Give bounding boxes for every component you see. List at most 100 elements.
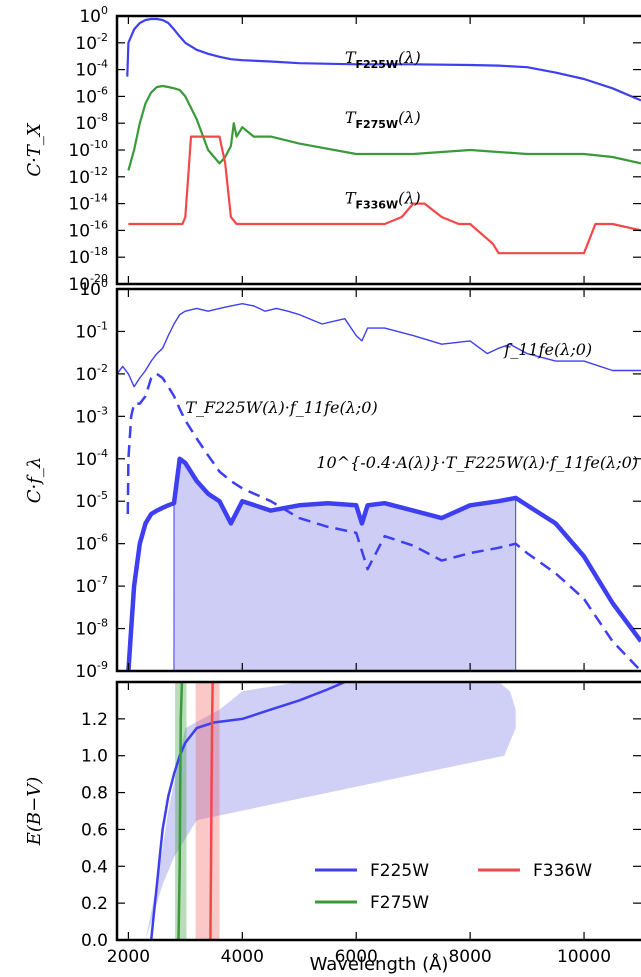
- tick-exponent: -2: [97, 362, 108, 375]
- tick-base: 10: [75, 450, 97, 470]
- tick-exponent: -8: [97, 111, 108, 124]
- tick-exponent: -10: [90, 138, 108, 151]
- axes-frame: [115, 287, 641, 673]
- tick-base: 10: [68, 195, 90, 215]
- y-tick-label: 1.2: [81, 710, 108, 730]
- tick-exponent: -20: [90, 272, 108, 285]
- legend: F225W F275W F336W: [315, 861, 592, 913]
- tick-base: 10: [79, 7, 101, 27]
- x-tick-label: 6000: [335, 947, 378, 967]
- annotation-main: T: [345, 189, 357, 208]
- tick-base: 10: [68, 141, 90, 161]
- tick-base: 10: [75, 61, 97, 81]
- series-f336w-band: [195, 682, 220, 940]
- x-axis-label: Wavelength (Å): [310, 953, 449, 975]
- plot-area: [126, 17, 641, 255]
- annotation-main: T: [345, 108, 357, 127]
- tick-base: 10: [75, 620, 97, 640]
- tick-base: 10: [75, 662, 97, 682]
- axes-frame: [115, 680, 641, 942]
- y-tick-label: 10-6: [75, 532, 108, 555]
- y-tick-label: 100: [79, 277, 108, 300]
- annotation-label: 10^{-0.4·A(λ)}·T_F225W(λ)·f_11fe(λ;0): [316, 453, 638, 472]
- y-tick-label: 10-3: [75, 404, 108, 427]
- panel-ebv: 0.0 0.2 0.4 0.6 0.8 1.0 1.2 2000 4000 6000 8000 100…: [24, 680, 641, 975]
- tick-base: 10: [75, 492, 97, 512]
- tick-base: 10: [75, 407, 97, 427]
- y-tick-label: 0.4: [81, 857, 108, 877]
- series-f225w-line: [149, 682, 346, 940]
- annotation-subscript: F336W: [355, 199, 398, 212]
- tick-exponent: -8: [97, 617, 108, 630]
- tick-exponent: -16: [90, 218, 108, 231]
- y-tick-label: 10-4: [75, 447, 108, 470]
- series-dashed-line: [126, 372, 641, 671]
- tick-exponent: -14: [90, 192, 108, 205]
- tick-base: 10: [75, 322, 97, 342]
- annotation-label: TF225W(λ): [345, 48, 421, 71]
- annotation-subscript: F225W: [355, 58, 398, 71]
- y-tick-label: 100: [79, 4, 108, 27]
- tick-exponent: -18: [90, 245, 108, 258]
- annotation-tail: (λ): [398, 108, 421, 127]
- y-axis-label: C·f_λ: [24, 457, 45, 504]
- tick-base: 10: [68, 275, 90, 295]
- y-tick-label: 10-14: [68, 192, 108, 215]
- tick-base: 10: [79, 280, 101, 300]
- annotation-main: T: [345, 48, 357, 67]
- tick-base: 10: [75, 114, 97, 134]
- series-thin-line: [117, 303, 641, 388]
- tick-base: 10: [75, 535, 97, 555]
- x-tick-label: 8000: [448, 947, 491, 967]
- annotation-tail: (λ): [398, 48, 421, 67]
- y-tick-label: 0.8: [81, 784, 108, 804]
- tick-exponent: -6: [97, 84, 108, 97]
- plot-area: [117, 303, 641, 671]
- tick-exponent: -4: [97, 58, 108, 71]
- tick-exponent: -4: [97, 447, 108, 460]
- tick-base: 10: [68, 248, 90, 268]
- series-f336w-line: [209, 682, 214, 940]
- integrated-flux-region: [173, 457, 517, 671]
- legend-label: F225W: [370, 861, 429, 881]
- legend-item: F336W: [478, 861, 592, 881]
- y-tick-label: 10-9: [75, 659, 108, 682]
- panel-flux: 10010-110-210-310-410-510-610-710-810-9C…: [24, 277, 641, 682]
- y-tick-label: 10-20: [68, 272, 108, 295]
- tick-base: 10: [75, 577, 97, 597]
- y-tick-label: 0.2: [81, 894, 108, 914]
- y-axis-label: C·T_X: [24, 122, 45, 177]
- series-f225w-band: [145, 682, 516, 940]
- y-tick-label: 10-4: [75, 58, 108, 81]
- y-tick-label: 10-18: [68, 245, 108, 268]
- legend-item: F275W: [315, 893, 429, 913]
- y-tick-label: 10-16: [68, 218, 108, 241]
- x-tick-label: 4000: [221, 947, 264, 967]
- annotation-label: T_F225W(λ)·f_11fe(λ;0): [185, 398, 377, 417]
- series-f225w-line: [126, 17, 641, 102]
- x-tick-label: 10000: [557, 947, 611, 967]
- tick-base: 10: [75, 87, 97, 107]
- y-tick-label: 10-12: [68, 165, 108, 188]
- series-f275w-line: [177, 682, 184, 940]
- tick-exponent: -9: [97, 659, 108, 672]
- tick-exponent: -6: [97, 532, 108, 545]
- tick-exponent: -3: [97, 404, 108, 417]
- y-tick-label: 1.0: [81, 747, 108, 767]
- y-tick-label: 10-1: [75, 319, 108, 342]
- y-tick-label: 10-2: [75, 31, 108, 54]
- tick-exponent: -2: [97, 31, 108, 44]
- y-tick-label: 10-5: [75, 489, 108, 512]
- panel-transmission: 10010-210-410-610-810-1010-1210-1410-161…: [24, 4, 641, 295]
- plot-area: [145, 682, 516, 940]
- x-tick-label: 2000: [107, 947, 150, 967]
- y-tick-label: 10-6: [75, 84, 108, 107]
- tick-base: 10: [75, 34, 97, 54]
- y-tick-label: 10-10: [68, 138, 108, 161]
- annotation-tail: (λ): [398, 189, 421, 208]
- y-axis-label: E(B−V): [24, 777, 45, 847]
- y-tick-label: 10-8: [75, 111, 108, 134]
- y-tick-label: 0.6: [81, 820, 108, 840]
- y-tick-label: 10-7: [75, 574, 108, 597]
